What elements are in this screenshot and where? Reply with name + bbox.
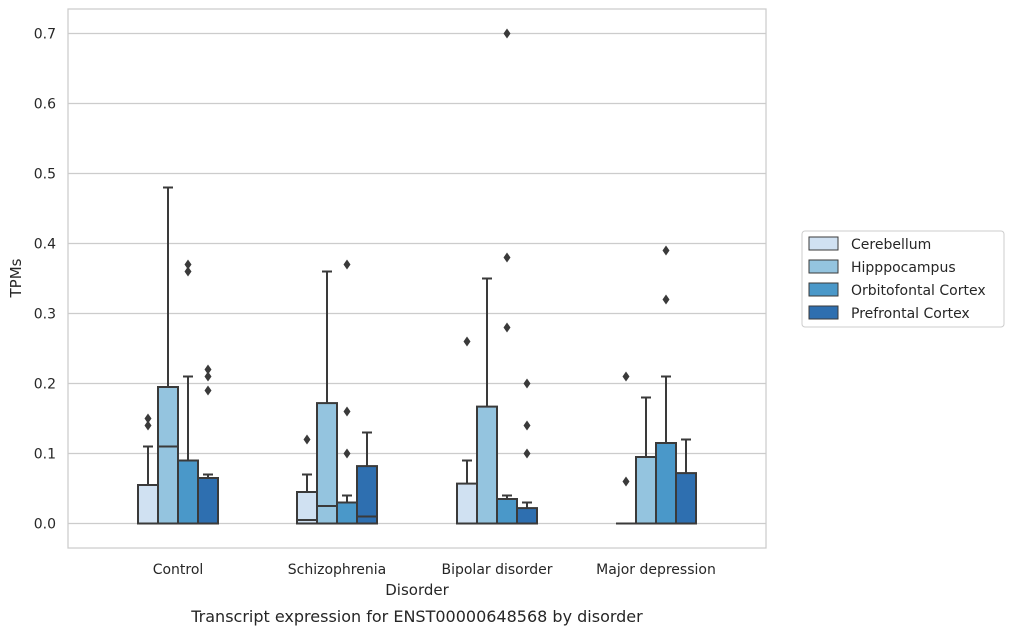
- y-tick-label: 0.0: [34, 517, 56, 533]
- box-orbitofontal-cortex: [336, 259, 358, 525]
- y-tick-label: 0.4: [34, 237, 56, 253]
- outlier-point: [622, 371, 630, 382]
- outlier-point: [144, 413, 152, 424]
- legend-swatch: [808, 259, 839, 274]
- legend-label: Cerebellum: [851, 237, 931, 253]
- outlier-point: [343, 406, 351, 417]
- y-tick-label: 0.1: [34, 447, 56, 463]
- grid-lines: [68, 32, 766, 525]
- box-body: [137, 484, 159, 525]
- box-hipppocampus: [476, 277, 498, 525]
- box-cerebellum: [456, 336, 478, 525]
- outlier-point: [662, 294, 670, 305]
- box-cerebellum: [616, 371, 636, 525]
- plot-frame: [67, 8, 767, 549]
- box-cerebellum: [137, 413, 159, 525]
- box-orbitofontal-cortex: [496, 28, 518, 525]
- box-cerebellum: [296, 434, 318, 525]
- box-hipppocampus: [157, 186, 179, 525]
- outlier-point: [523, 448, 531, 459]
- outlier-point: [523, 378, 531, 389]
- outlier-point: [343, 448, 351, 459]
- outlier-point: [622, 476, 630, 487]
- box-prefrontal-cortex: [516, 378, 538, 525]
- boxes: [137, 28, 697, 525]
- box-orbitofontal-cortex: [177, 259, 199, 525]
- box-prefrontal-cortex: [197, 364, 219, 525]
- y-axis-label: TPMs: [7, 258, 25, 298]
- box-hipppocampus: [635, 396, 657, 525]
- box-prefrontal-cortex: [356, 431, 378, 525]
- outlier-point: [144, 420, 152, 431]
- y-tick-label: 0.6: [34, 97, 56, 113]
- x-tick-label: Major depression: [596, 562, 716, 578]
- legend-swatch: [808, 236, 839, 251]
- box-body: [336, 501, 358, 525]
- x-tick-labels: Control Schizophrenia Bipolar disorder Majo…: [153, 562, 716, 578]
- outlier-point: [503, 252, 511, 263]
- legend-label: Orbitofontal Cortex: [851, 283, 986, 299]
- outlier-point: [184, 266, 192, 277]
- box-body: [356, 465, 378, 525]
- box-body: [476, 405, 498, 525]
- box-prefrontal-cortex: [675, 438, 697, 525]
- x-tick-label: Schizophrenia: [288, 562, 386, 578]
- box-body: [516, 507, 538, 525]
- y-tick-label: 0.2: [34, 377, 56, 393]
- box-orbitofontal-cortex: [655, 245, 677, 525]
- outlier-point: [303, 434, 311, 445]
- box-body: [456, 482, 478, 525]
- outlier-point: [523, 420, 531, 431]
- x-axis-label: Disorder: [385, 581, 449, 599]
- legend-swatch: [808, 282, 839, 297]
- outlier-point: [503, 322, 511, 333]
- box-hipppocampus: [316, 270, 338, 525]
- legend-label: Prefrontal Cortex: [851, 306, 970, 322]
- outlier-point: [503, 28, 511, 39]
- x-tick-label: Bipolar disorder: [441, 562, 552, 578]
- box-body: [157, 386, 179, 525]
- box-body: [177, 459, 199, 525]
- legend-frame: [801, 230, 1005, 328]
- outlier-point: [343, 259, 351, 270]
- outlier-point: [204, 385, 212, 396]
- x-tick-label: Control: [153, 562, 204, 578]
- outlier-point: [184, 259, 192, 270]
- box-body: [197, 477, 219, 525]
- box-body: [496, 498, 518, 525]
- legend-label: Hipppocampus: [851, 260, 956, 276]
- y-tick-label: 0.3: [34, 307, 56, 323]
- legend-items: Cerebellum Hipppocampus Orbitofontal Corte…: [808, 236, 986, 322]
- box-body: [316, 402, 338, 525]
- box-body: [655, 442, 677, 525]
- box-body: [296, 491, 318, 525]
- outlier-point: [662, 245, 670, 256]
- box-body: [675, 472, 697, 525]
- y-tick-label: 0.5: [34, 167, 56, 183]
- outlier-point: [204, 364, 212, 375]
- y-tick-label: 0.7: [34, 27, 56, 43]
- legend: Cerebellum Hipppocampus Orbitofontal Corte…: [801, 230, 1005, 328]
- outlier-point: [204, 371, 212, 382]
- chart-caption: Transcript expression for ENST0000064856…: [190, 607, 643, 626]
- legend-swatch: [808, 305, 839, 320]
- y-tick-labels: 0.0 0.1 0.2 0.3 0.4 0.5 0.6 0.7: [34, 27, 56, 533]
- outlier-point: [463, 336, 471, 347]
- box-body: [635, 456, 657, 525]
